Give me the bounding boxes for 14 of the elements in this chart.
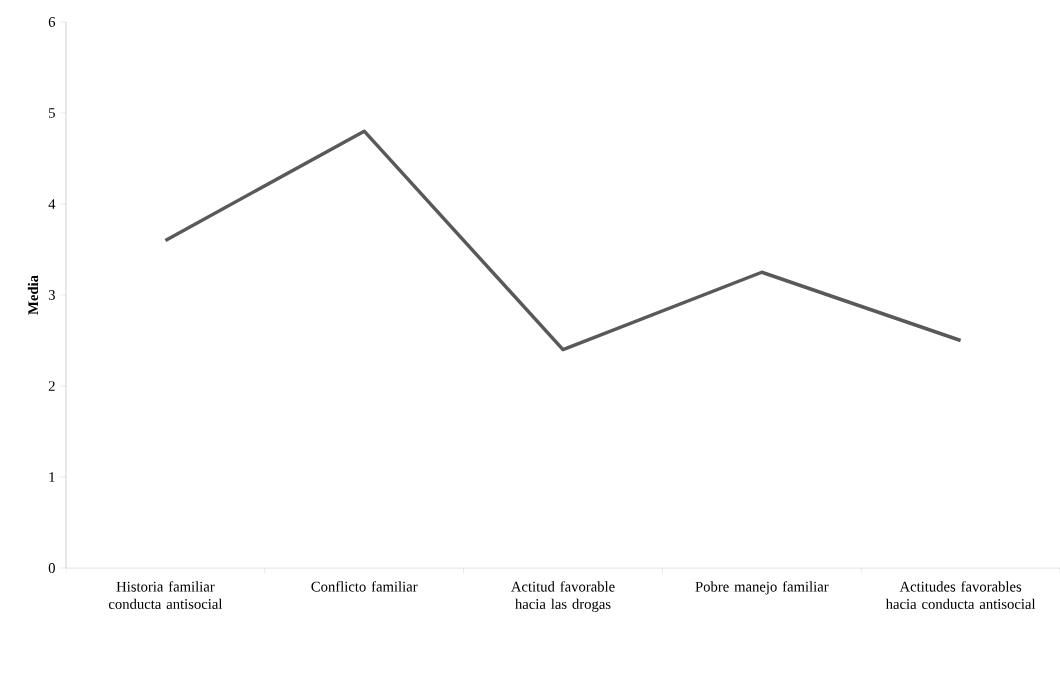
y-tick-label: 3 <box>48 290 55 300</box>
y-tick-label: 2 <box>48 381 55 391</box>
y-tick-label: 5 <box>49 108 55 118</box>
x-tick-label: Historia familiar conducta antisocial <box>108 581 223 609</box>
y-tick-label: 4 <box>48 199 56 209</box>
x-tick-label: Actitudes favorables hacia conducta antisocial <box>885 581 1036 609</box>
y-axis-title: Media <box>27 275 39 315</box>
x-tick-label: Pobre manejo familiar <box>695 581 829 595</box>
y-tick-label: 6 <box>48 17 56 27</box>
y-tick-label: 0 <box>48 563 55 573</box>
line-series <box>163 129 963 352</box>
x-tick-label: Conflicto familiar <box>311 581 418 592</box>
y-tick-label: 1 <box>49 472 55 482</box>
x-tick-label: Actitud favorable hacia las drogas <box>511 581 615 612</box>
